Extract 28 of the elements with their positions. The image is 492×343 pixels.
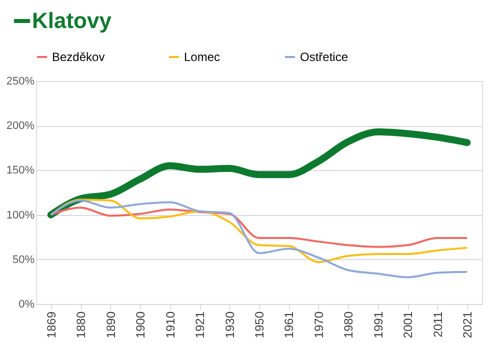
line-series <box>50 198 468 264</box>
x-tick-label: 1930 <box>222 311 237 338</box>
x-tick-label: 1869 <box>44 311 58 338</box>
x-tick-label: 1880 <box>74 311 88 338</box>
x-tick-label: 1910 <box>163 311 178 338</box>
legend-label: Ostřetice <box>300 50 348 64</box>
y-tick-label: 250% <box>6 76 35 88</box>
x-tick-label: 1980 <box>342 311 356 338</box>
y-tick-label: 50% <box>12 254 35 266</box>
line-series <box>50 200 468 278</box>
legend-label: Lomec <box>184 50 220 64</box>
y-tick-label: 0% <box>18 298 35 310</box>
y-tick-label: 150% <box>6 164 35 177</box>
x-tick-label: 2011 <box>430 311 445 338</box>
x-tick-label: 2001 <box>401 311 416 338</box>
y-tick-label: 100% <box>6 209 35 222</box>
x-tick-label: 1900 <box>134 311 148 338</box>
x-tick-label: 1950 <box>252 311 266 338</box>
x-tick-label: 2021 <box>460 311 475 338</box>
x-tick-label: 1961 <box>282 311 296 338</box>
x-tick-label: 1921 <box>193 311 208 338</box>
line-series <box>50 206 468 248</box>
x-tick-label: 1970 <box>312 311 326 338</box>
x-tick-label: 1890 <box>104 311 118 338</box>
x-tick-label: 1991 <box>371 311 386 338</box>
legend-label: Bezděkov <box>52 50 105 64</box>
legend-label: Klatovy <box>32 8 112 33</box>
y-tick-label: 200% <box>6 120 35 132</box>
